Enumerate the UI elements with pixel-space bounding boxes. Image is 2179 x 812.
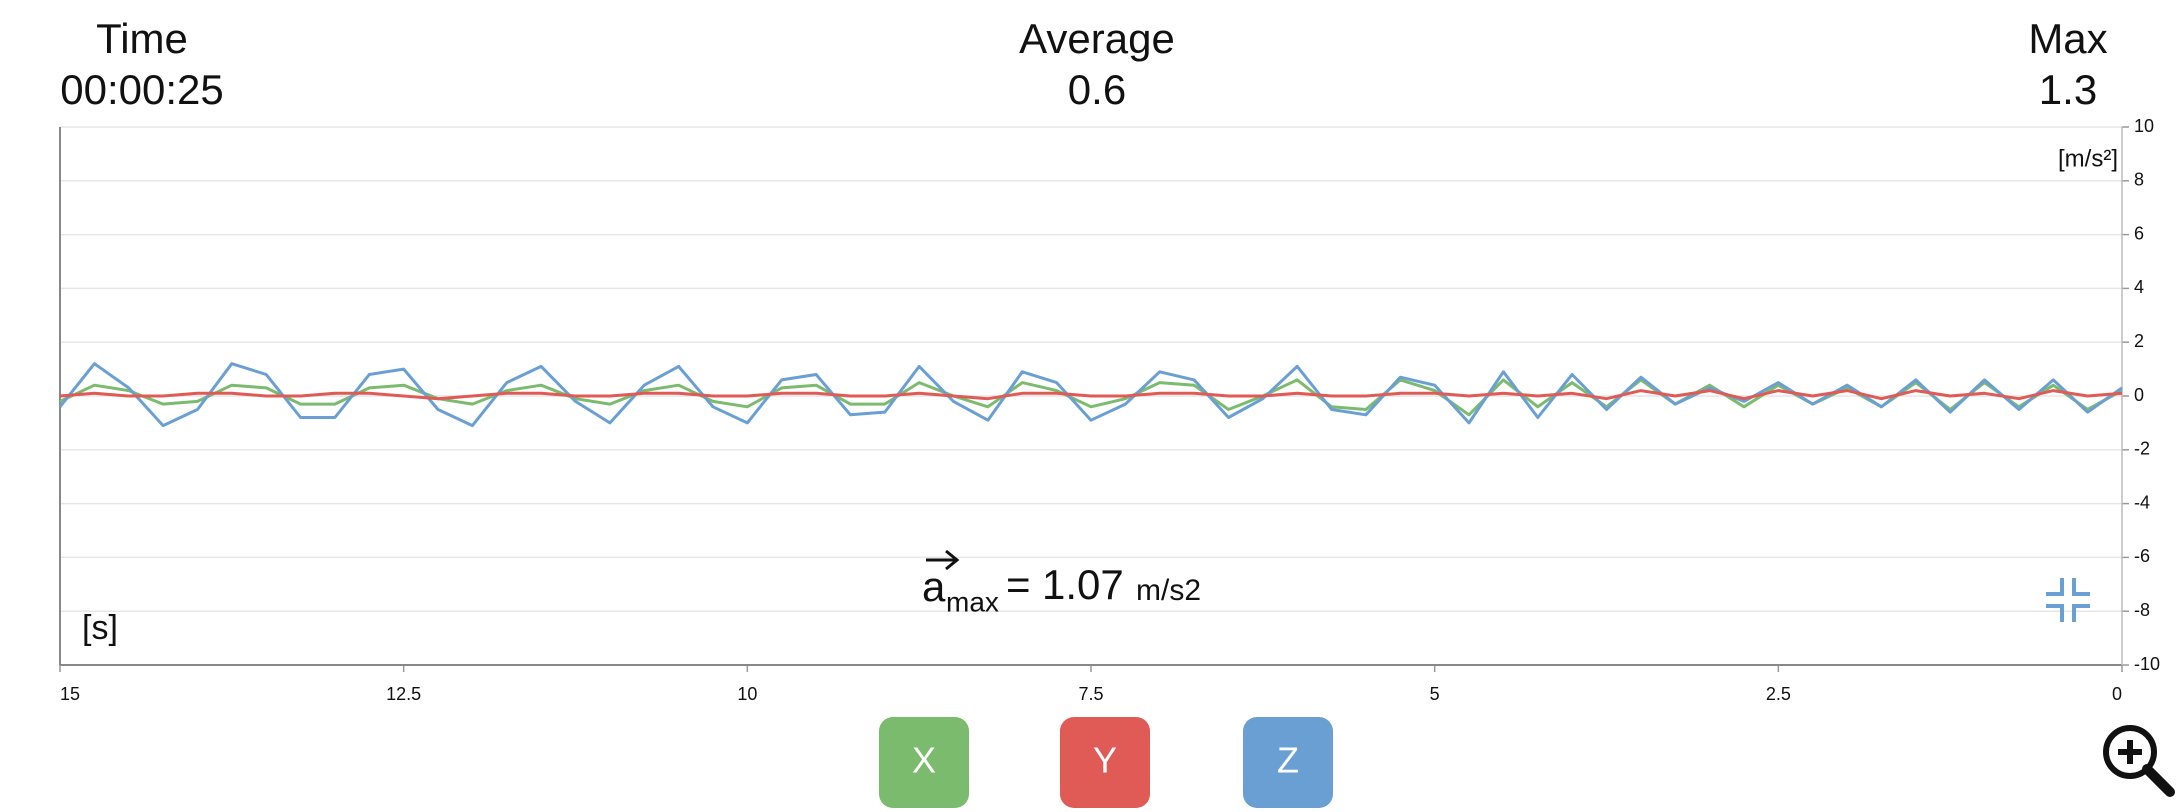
y-tick-label: 6 [2134,223,2144,243]
annotation-subscript: max [946,586,999,617]
series-toggle[interactable] [879,717,969,808]
y-tick-label: -2 [2134,439,2150,459]
series-toggle[interactable] [1060,717,1150,808]
series-toggle-label[interactable]: X [912,740,936,781]
y-tick-label: 4 [2134,277,2144,297]
zoom-plus[interactable] [2118,740,2142,764]
x-tick-label: 12.5 [386,684,421,704]
y-tick-label: -6 [2134,546,2150,566]
collapse-icon[interactable] [2046,578,2090,622]
series-toggle-label[interactable]: Z [1277,740,1299,781]
zoom-handle[interactable] [2142,764,2175,797]
series-line [59,389,2123,401]
y-tick-label: -4 [2134,492,2150,512]
series-line [59,378,2123,417]
series-toggle[interactable] [1243,717,1333,808]
y-unit: [m/s²] [2058,145,2118,172]
y-tick-label: -8 [2134,600,2150,620]
collapse-glyph[interactable] [2046,578,2090,622]
average-value: 0.6 [1068,66,1126,113]
y-tick-label: 0 [2134,385,2144,405]
y-tick-label: -10 [2134,654,2160,674]
plot: -10 -8 -6 -4 -2 0 2 4 6 8 10 15 12.5 10 7.5 5 2.5 0 [58,116,2160,704]
y-tick-label: 2 [2134,331,2144,351]
y-tick-label: 10 [2134,116,2154,136]
x-unit: [s] [82,609,118,647]
max-label: Max [2028,15,2107,62]
max-value: 1.3 [2039,66,2097,113]
annotation-value: 1.07 [1042,561,1124,608]
x-tick-label: 5 [1430,684,1440,704]
annotation-unit: m/s2 [1136,574,1201,607]
annotation: a max = 1.07 m/s2 [922,549,1201,617]
x-tick-label: 15 [60,684,80,704]
y-tick-label: 8 [2134,170,2144,190]
series-line [58,362,2123,428]
series-toggle-label[interactable]: Y [1093,740,1117,781]
annotation-equals: = [1006,561,1031,608]
zoom-lens[interactable] [2103,725,2157,779]
time-label: Time [96,15,188,62]
legend-buttons: X Y Z [879,717,1333,808]
x-tick-label: 7.5 [1078,684,1103,704]
zoom-icon[interactable] [2103,725,2175,797]
time-value: 00:00:25 [60,66,224,113]
annotation-symbol: a [922,563,946,610]
x-tick-label: 0 [2112,684,2122,704]
vector-arrow [926,549,960,571]
x-tick-label: 2.5 [1766,684,1791,704]
x-tick-label: 10 [737,684,757,704]
average-label: Average [1019,15,1175,62]
